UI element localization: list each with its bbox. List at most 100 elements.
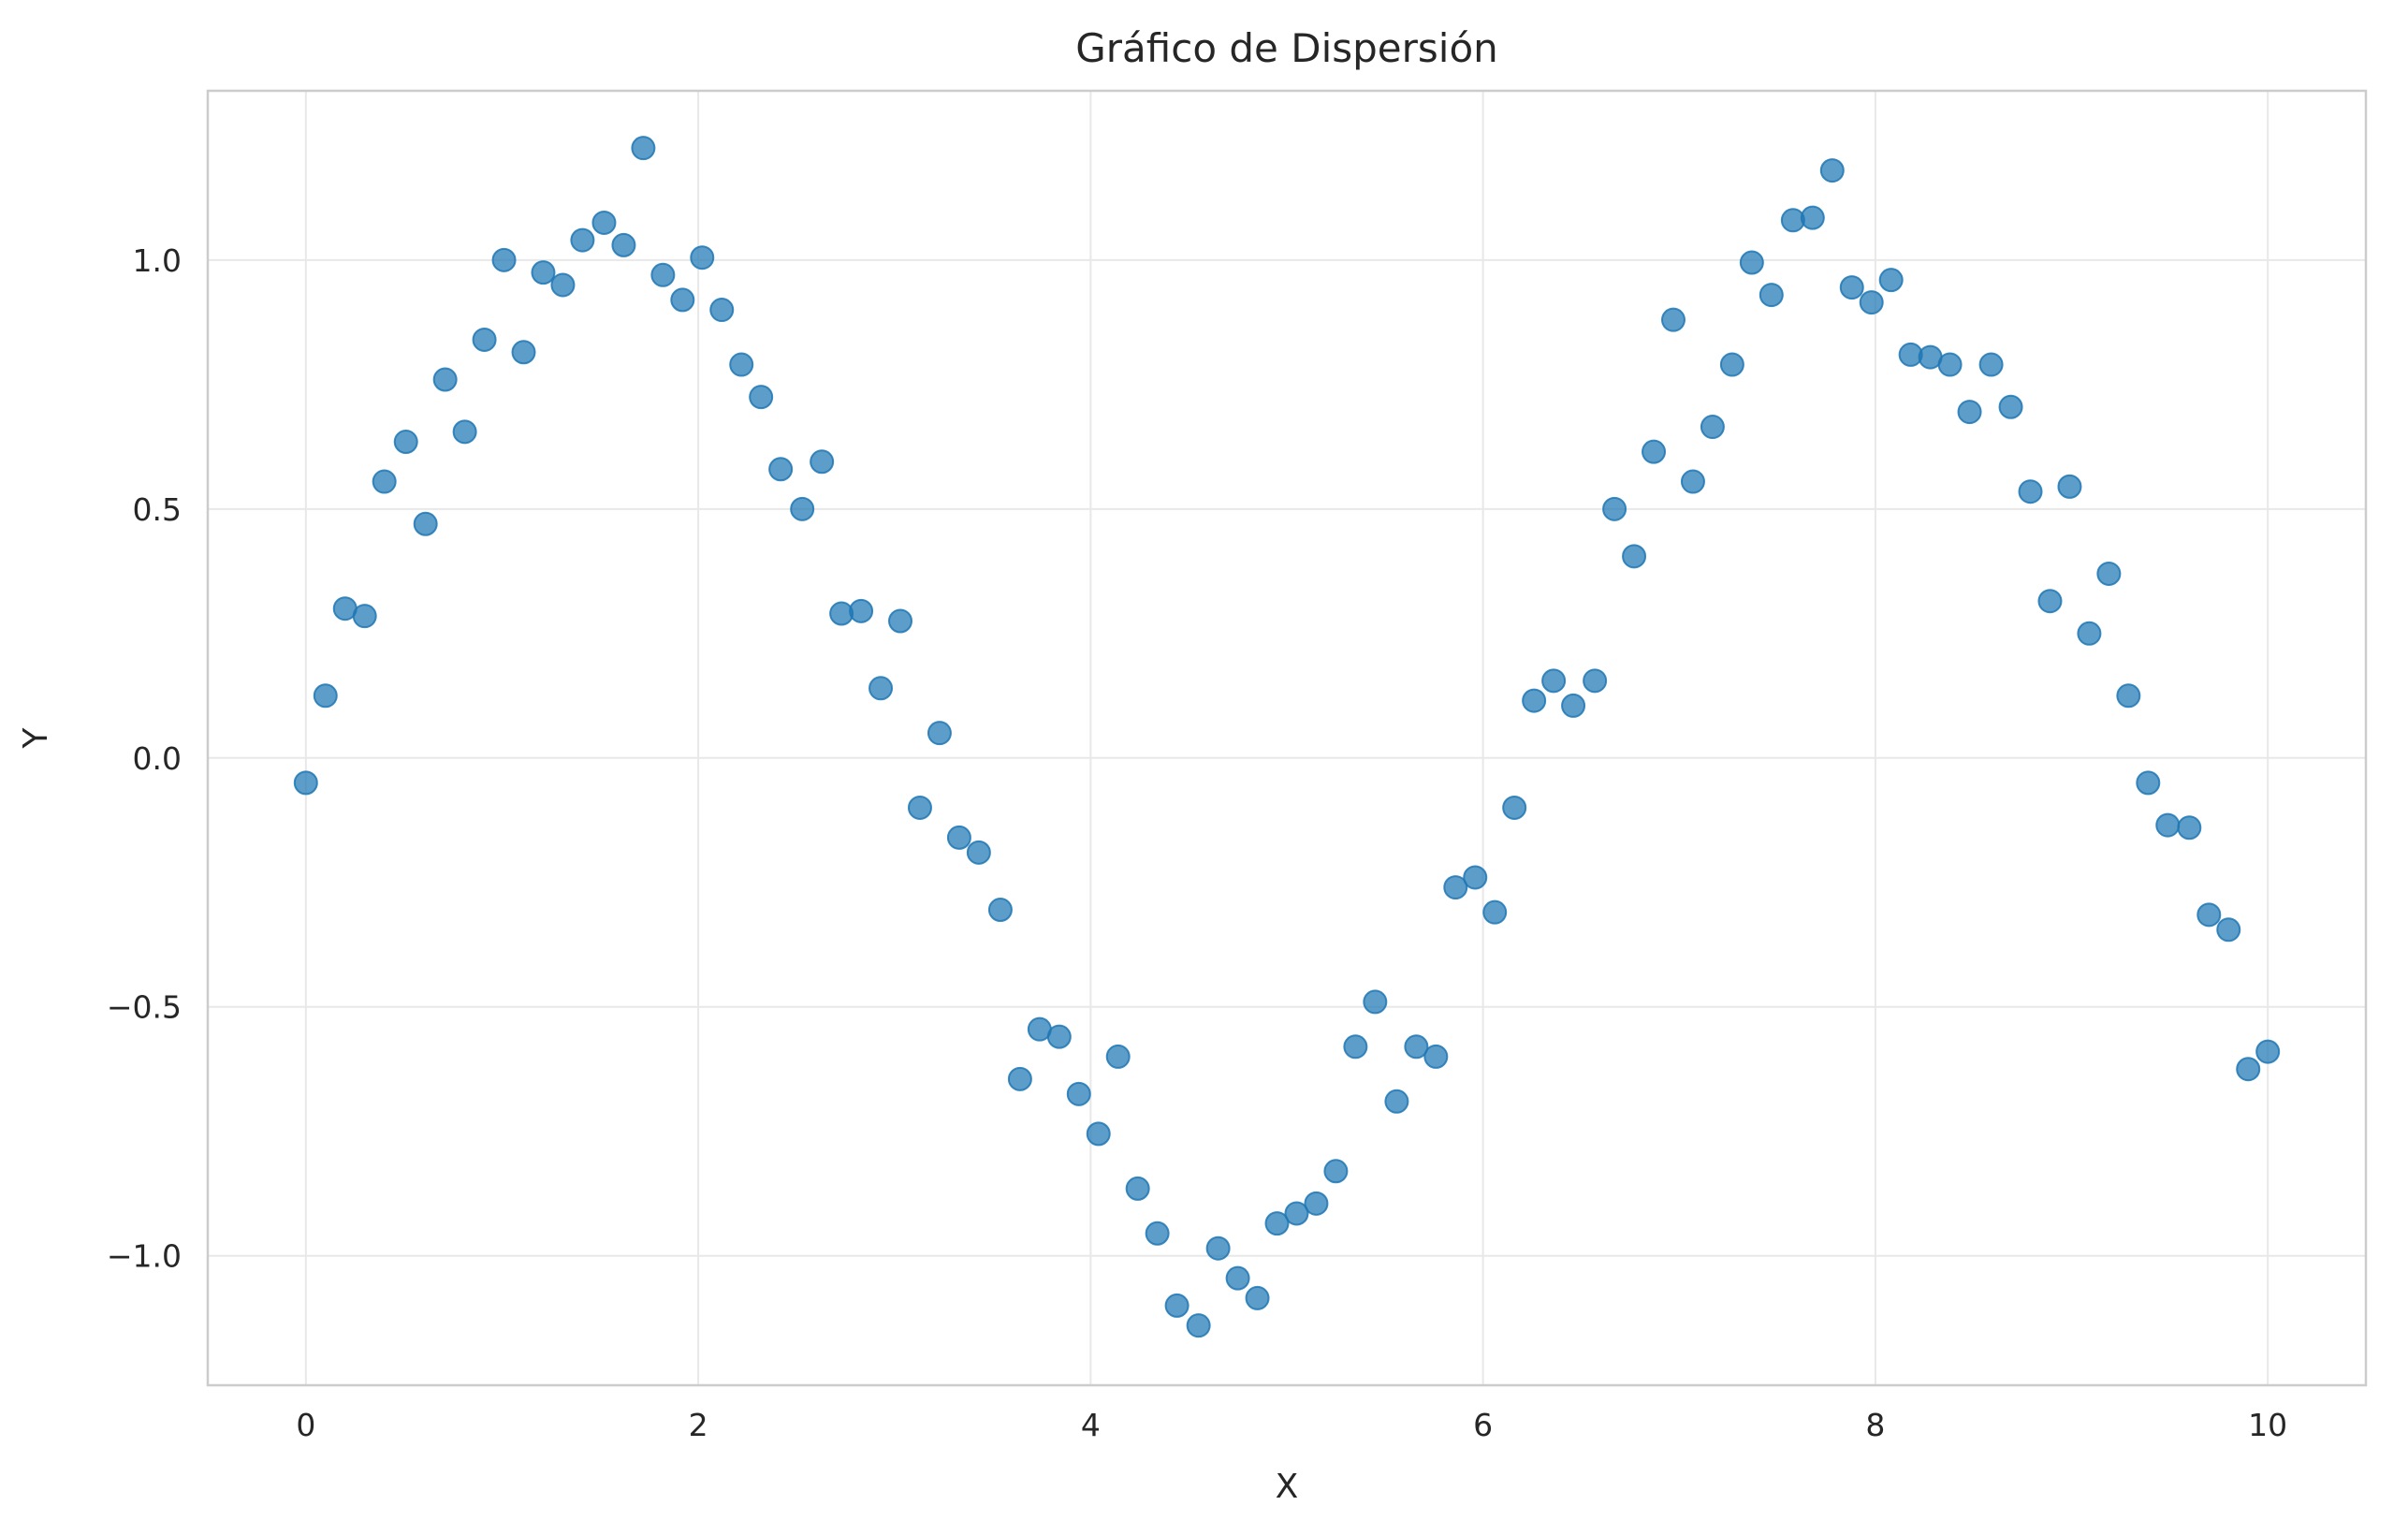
x-gridlines xyxy=(304,91,2269,1385)
data-point xyxy=(1622,544,1647,569)
data-point xyxy=(650,262,676,287)
x-tick-label: 0 xyxy=(296,1407,315,1443)
data-point xyxy=(1463,865,1488,890)
y-tick-label: −0.5 xyxy=(107,989,182,1026)
data-point xyxy=(749,385,774,410)
data-point xyxy=(1978,352,2004,377)
data-point xyxy=(1046,1024,1072,1049)
x-tick-label: 6 xyxy=(1473,1407,1493,1443)
data-point xyxy=(987,898,1013,923)
data-point xyxy=(927,721,952,746)
data-point xyxy=(1443,875,1468,900)
y-tick-label: −1.0 xyxy=(107,1238,182,1275)
data-point xyxy=(1105,1044,1131,1069)
data-point xyxy=(1205,1235,1231,1261)
data-point xyxy=(1323,1159,1349,1184)
data-point xyxy=(1937,352,1963,377)
data-point xyxy=(1066,1081,1091,1106)
data-point xyxy=(1583,668,1608,694)
data-point xyxy=(2096,561,2122,586)
data-point xyxy=(393,430,418,455)
data-point xyxy=(2216,917,2241,943)
data-point xyxy=(1719,352,1744,377)
data-point xyxy=(2037,589,2063,614)
data-point xyxy=(888,608,913,634)
data-point xyxy=(452,419,477,445)
data-point xyxy=(690,245,715,270)
data-point xyxy=(1839,275,1864,300)
data-point xyxy=(1739,250,1764,275)
data-point xyxy=(1759,283,1784,308)
data-point xyxy=(1541,668,1567,694)
data-point xyxy=(1502,795,1527,820)
data-point xyxy=(2077,621,2102,646)
data-point xyxy=(1245,1285,1270,1310)
y-gridlines xyxy=(208,258,2366,1257)
data-point xyxy=(611,232,636,257)
data-points xyxy=(293,136,2281,1338)
data-point xyxy=(849,598,874,623)
data-point xyxy=(2155,812,2181,838)
x-axis-label: X xyxy=(1276,1468,1299,1506)
data-point xyxy=(1264,1211,1290,1236)
data-point xyxy=(768,457,794,482)
chart-title: Gráfico de Dispersión xyxy=(1075,25,1498,71)
data-point xyxy=(1642,439,1667,464)
data-point xyxy=(1186,1313,1211,1338)
data-point xyxy=(1164,1293,1189,1318)
data-point xyxy=(868,676,894,701)
data-point xyxy=(511,340,536,365)
data-point xyxy=(966,840,991,865)
data-point xyxy=(1423,1044,1449,1069)
data-point xyxy=(2136,770,2161,796)
x-tick-label: 10 xyxy=(2248,1407,2287,1443)
data-point xyxy=(1284,1201,1309,1226)
data-point xyxy=(631,136,656,161)
data-point xyxy=(1522,688,1547,713)
data-point xyxy=(1660,307,1686,332)
data-point xyxy=(432,367,458,392)
data-point xyxy=(1343,1034,1368,1060)
data-point xyxy=(1482,899,1508,925)
y-tick-label: 0.0 xyxy=(133,740,182,777)
y-axis-label: Y xyxy=(17,727,55,750)
data-point xyxy=(1700,415,1725,440)
data-point xyxy=(1859,290,1884,315)
data-point xyxy=(550,272,576,298)
data-point xyxy=(1878,268,1904,293)
y-axis-ticks: −1.0 −0.5 0.0 0.5 1.0 xyxy=(107,242,182,1275)
data-point xyxy=(1304,1191,1329,1216)
data-point xyxy=(790,496,815,521)
data-point xyxy=(1602,496,1627,521)
data-point xyxy=(1800,205,1825,230)
data-point xyxy=(729,352,754,377)
data-point xyxy=(293,770,318,796)
data-point xyxy=(946,825,971,850)
data-point xyxy=(413,511,438,536)
data-point xyxy=(2236,1057,2261,1082)
data-point xyxy=(2177,815,2202,841)
data-point xyxy=(570,227,595,253)
data-point xyxy=(810,449,835,475)
data-point xyxy=(2196,902,2222,928)
data-point xyxy=(352,604,377,629)
data-point xyxy=(531,260,556,285)
data-point xyxy=(907,795,932,820)
x-axis-ticks: 0 2 4 6 8 10 xyxy=(296,1407,2287,1443)
y-tick-label: 1.0 xyxy=(133,242,182,279)
x-tick-label: 2 xyxy=(689,1407,708,1443)
x-tick-label: 4 xyxy=(1081,1407,1101,1443)
data-point xyxy=(1680,469,1705,494)
data-point xyxy=(1384,1089,1409,1114)
data-point xyxy=(591,210,617,235)
data-point xyxy=(372,469,397,494)
data-point xyxy=(491,247,517,272)
data-point xyxy=(1145,1221,1170,1246)
data-point xyxy=(1819,158,1845,183)
data-point xyxy=(1998,394,2023,419)
x-tick-label: 8 xyxy=(1865,1407,1885,1443)
data-point xyxy=(1125,1176,1150,1201)
data-point xyxy=(1957,400,1982,425)
data-point xyxy=(2018,479,2043,504)
